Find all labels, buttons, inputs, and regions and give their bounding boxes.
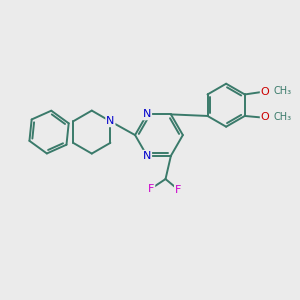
Text: N: N xyxy=(143,110,151,119)
Text: CH₃: CH₃ xyxy=(273,86,291,97)
Text: CH₃: CH₃ xyxy=(273,112,291,122)
Text: F: F xyxy=(148,184,154,194)
Text: F: F xyxy=(175,184,181,194)
Text: O: O xyxy=(261,87,269,97)
Text: N: N xyxy=(106,116,115,126)
Text: O: O xyxy=(261,112,269,122)
Text: N: N xyxy=(143,151,151,161)
